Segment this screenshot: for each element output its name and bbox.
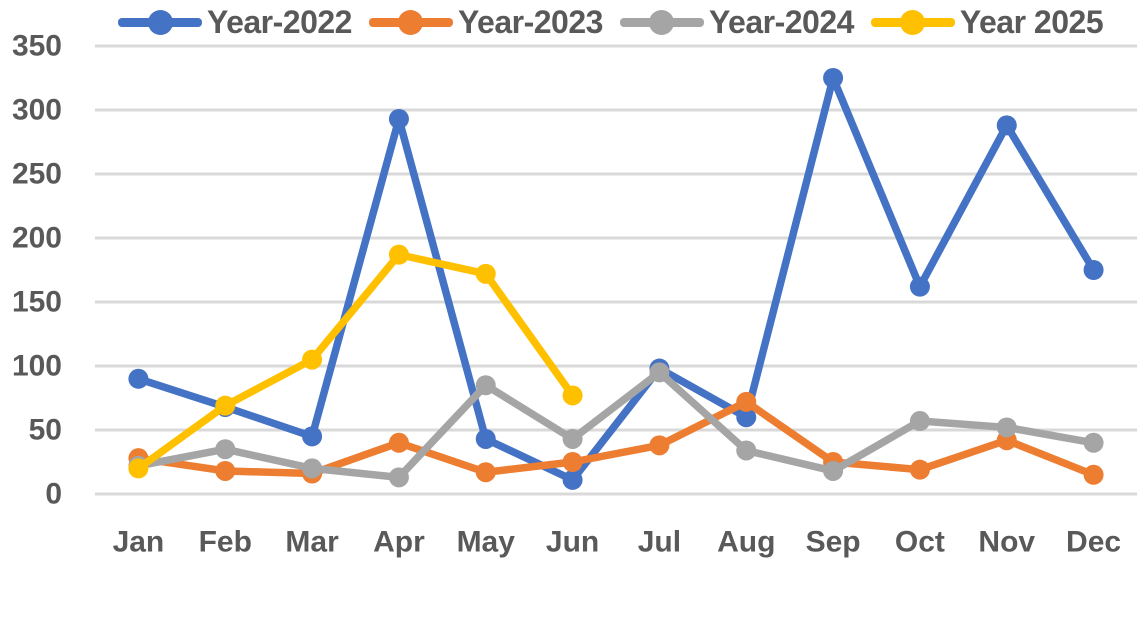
x-axis-label-feb: Feb [199, 526, 252, 559]
x-axis-label-jul: Jul [638, 526, 681, 559]
series-line-year-2025 [134, 250, 577, 473]
data-point-year-2023-apr [388, 432, 409, 453]
y-axis-label-100: 100 [12, 350, 62, 383]
series-line-year-2024 [134, 368, 1098, 482]
data-point-year-2025-may [475, 263, 496, 284]
chart-legend: Year-2022 Year-2023 Year-2024 Year 2025 [0, 2, 1140, 42]
legend-label: Year 2025 [959, 3, 1104, 40]
data-point-year-2023-feb [215, 460, 236, 481]
data-point-year-2023-oct [909, 459, 930, 480]
x-axis-label-oct: Oct [895, 526, 945, 559]
data-point-year-2024-aug [736, 440, 757, 461]
legend-marker-icon [619, 8, 704, 36]
series-line-year-2023 [134, 398, 1098, 479]
legend-marker-icon [118, 8, 202, 36]
data-point-year-2025-jun [562, 385, 583, 406]
legend-label: Year-2023 [457, 3, 603, 40]
x-axis-label-aug: Aug [717, 526, 775, 559]
legend-item-year-2022: Year-2022 [118, 4, 352, 41]
data-point-year-2022-may [475, 428, 496, 449]
data-point-year-2024-nov [996, 417, 1017, 438]
y-axis-label-0: 0 [45, 478, 62, 511]
x-axis-label-mar: Mar [285, 526, 339, 559]
data-point-year-2025-mar [302, 349, 323, 370]
data-point-year-2024-may [475, 375, 496, 396]
x-axis-label-nov: Nov [978, 526, 1035, 559]
data-point-year-2024-mar [302, 458, 323, 479]
x-axis-label-apr: Apr [373, 526, 425, 559]
y-axis-label-200: 200 [12, 222, 62, 255]
data-point-year-2024-feb [215, 439, 236, 460]
data-point-year-2023-jun [562, 452, 583, 472]
x-axis-label-dec: Dec [1066, 526, 1121, 559]
y-axis-label-300: 300 [12, 94, 62, 127]
y-axis-label-50: 50 [29, 414, 62, 447]
y-axis-label-150: 150 [12, 286, 62, 319]
data-point-year-2022-aug [736, 407, 757, 428]
data-point-year-2024-jul [649, 362, 670, 383]
data-point-year-2025-feb [215, 395, 236, 416]
data-point-year-2022-jan [128, 368, 149, 389]
data-point-year-2022-jun [562, 469, 583, 490]
data-point-year-2023-jul [649, 435, 670, 456]
legend-item-year-2023: Year-2023 [368, 3, 603, 41]
data-point-year-2024-dec [1083, 432, 1104, 453]
data-point-year-2022-nov [996, 115, 1017, 136]
data-point-year-2022-apr [388, 108, 409, 129]
data-point-year-2022-sep [823, 68, 844, 88]
x-axis-label-sep: Sep [806, 526, 861, 559]
data-point-year-2022-oct [909, 276, 930, 297]
data-point-year-2025-jan [128, 458, 149, 479]
data-point-year-2022-dec [1083, 260, 1104, 280]
data-point-year-2024-oct [909, 411, 930, 432]
data-point-year-2024-sep [823, 460, 844, 481]
data-point-year-2023-aug [736, 391, 757, 412]
data-point-year-2022-mar [302, 426, 323, 447]
legend-label: Year-2022 [207, 3, 352, 40]
series-line-year-2022 [134, 74, 1098, 484]
x-axis-label-jan: Jan [113, 526, 165, 559]
data-point-year-2023-may [475, 462, 496, 483]
y-axis-label-250: 250 [12, 158, 62, 191]
x-axis-label-jun: Jun [546, 526, 599, 559]
data-point-year-2025-apr [388, 244, 409, 265]
legend-marker-icon [368, 8, 453, 36]
data-point-year-2024-jun [562, 428, 583, 449]
y-axis-label-350: 350 [12, 30, 62, 63]
legend-marker-icon [870, 8, 955, 36]
data-point-year-2024-apr [388, 467, 409, 488]
legend-item-year-2025: Year 2025 [870, 3, 1104, 41]
data-point-year-2023-dec [1083, 464, 1104, 485]
legend-label: Year-2024 [708, 3, 854, 40]
x-axis-label-may: May [457, 526, 516, 559]
legend-item-year-2024: Year-2024 [619, 3, 854, 41]
